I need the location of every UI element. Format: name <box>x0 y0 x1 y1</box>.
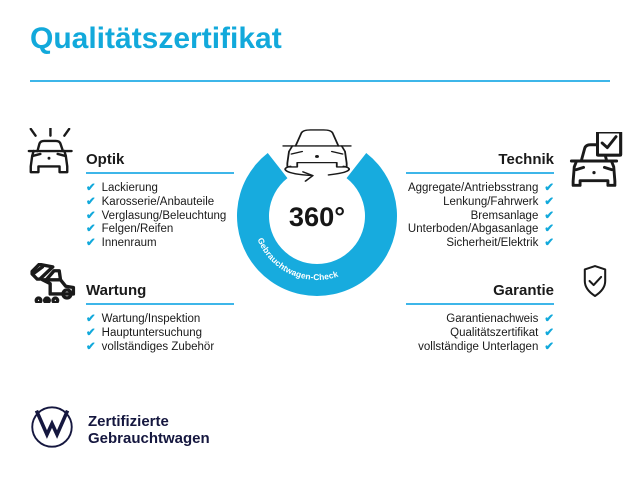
svg-text:360°: 360° <box>289 201 345 232</box>
